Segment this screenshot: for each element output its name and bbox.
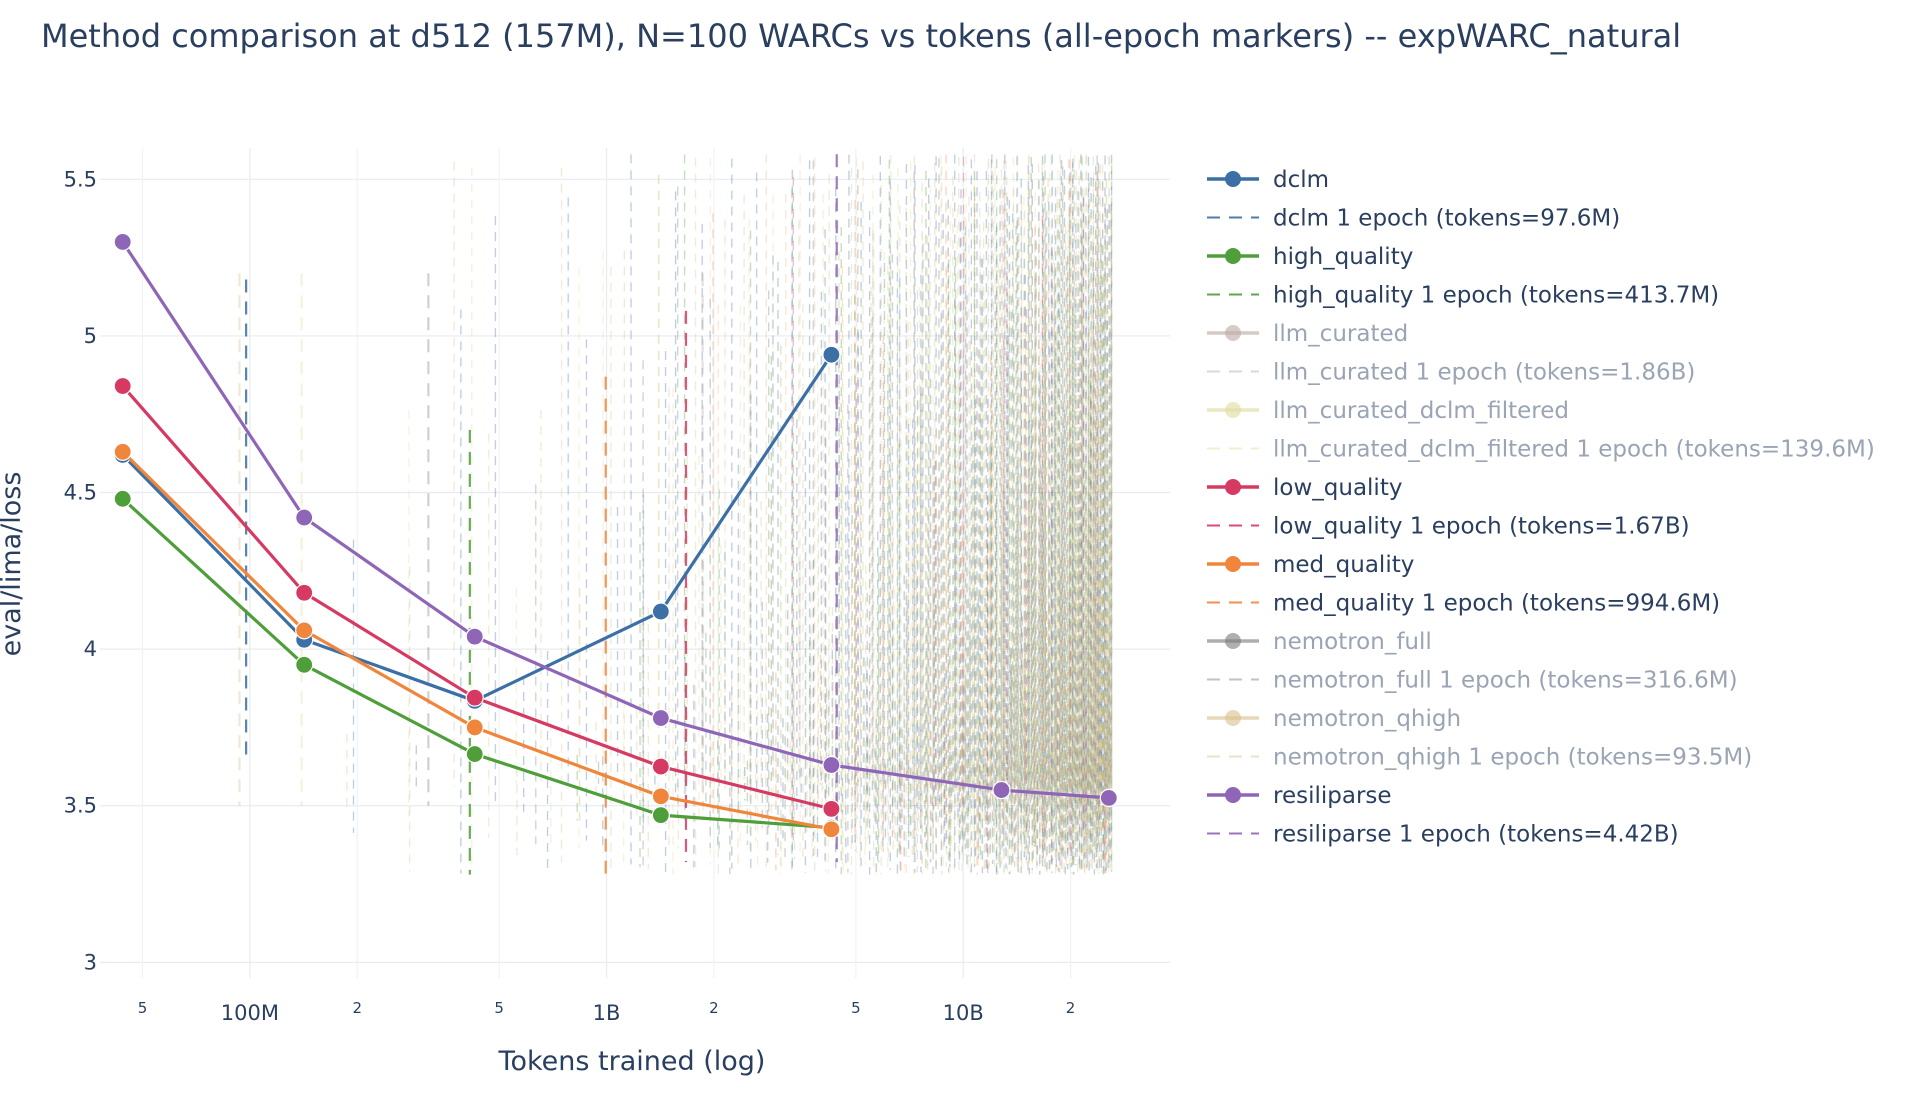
legend-label: low_quality 1 epoch (tokens=1.67B) (1273, 514, 1690, 540)
data-point-dclm[interactable] (822, 345, 841, 364)
data-point-resiliparse[interactable] (1099, 788, 1118, 808)
legend-item-resiliparse[interactable]: resiliparse (1207, 783, 1392, 809)
data-point-med_quality[interactable] (295, 621, 314, 640)
legend-label: med_quality (1273, 552, 1414, 578)
legend-label: llm_curated_dclm_filtered (1273, 398, 1569, 424)
legend-item-low_quality[interactable]: low_quality (1207, 475, 1402, 501)
legend-item-epoch-med_quality[interactable]: med_quality 1 epoch (tokens=994.6M) (1207, 591, 1720, 617)
legend-label: llm_curated (1273, 321, 1408, 347)
x-axis-title: Tokens trained (log) (498, 1046, 766, 1077)
x-tick-label: 2 (709, 999, 719, 1017)
legend-item-epoch-dclm[interactable]: dclm 1 epoch (tokens=97.6M) (1207, 206, 1620, 232)
legend-label: high_quality 1 epoch (tokens=413.7M) (1273, 283, 1719, 309)
legend-item-epoch-llm_curated[interactable]: llm_curated 1 epoch (tokens=1.86B) (1207, 360, 1695, 386)
data-point-med_quality[interactable] (822, 820, 841, 839)
legend-label: nemotron_qhigh 1 epoch (tokens=93.5M) (1273, 745, 1752, 771)
x-tick-label: 5 (138, 999, 148, 1017)
legend-label: nemotron_qhigh (1273, 706, 1461, 732)
legend-label: nemotron_full (1273, 629, 1432, 655)
epoch-markers (238, 154, 1113, 881)
data-point-med_quality[interactable] (651, 787, 670, 806)
grid (100, 148, 1170, 978)
data-point-dclm[interactable] (651, 602, 670, 621)
legend-label: llm_curated_dclm_filtered 1 epoch (token… (1273, 437, 1875, 463)
legend-item-epoch-high_quality[interactable]: high_quality 1 epoch (tokens=413.7M) (1207, 283, 1719, 309)
data-point-resiliparse[interactable] (992, 780, 1011, 800)
legend[interactable]: dclm dclm 1 epoch (tokens=97.6M) high_qual… (1207, 167, 1875, 848)
legend-item-epoch-resiliparse[interactable]: resiliparse 1 epoch (tokens=4.42B) (1207, 822, 1679, 848)
legend-label: nemotron_full 1 epoch (tokens=316.6M) (1273, 668, 1738, 694)
data-point-resiliparse[interactable] (651, 708, 670, 728)
x-tick-label: 1B (593, 1001, 621, 1025)
chart-title: Method comparison at d512 (157M), N=100 … (41, 17, 1681, 55)
legend-label: high_quality (1273, 244, 1413, 270)
y-axis-title: eval/lima/loss (0, 472, 27, 657)
legend-item-high_quality[interactable]: high_quality (1207, 244, 1413, 270)
legend-item-epoch-nemotron_qhigh[interactable]: nemotron_qhigh 1 epoch (tokens=93.5M) (1207, 745, 1752, 771)
y-axis-ticks: 3 3.5 4 4.5 5 5.5 (64, 167, 97, 974)
legend-item-nemotron_qhigh[interactable]: nemotron_qhigh (1207, 706, 1461, 732)
data-point-high_quality[interactable] (651, 806, 670, 825)
x-tick-label: 2 (1066, 999, 1076, 1017)
legend-item-epoch-low_quality[interactable]: low_quality 1 epoch (tokens=1.67B) (1207, 514, 1690, 540)
data-point-med_quality[interactable] (113, 442, 132, 461)
data-point-resiliparse[interactable] (113, 232, 132, 252)
legend-label: dclm (1273, 167, 1329, 193)
legend-item-med_quality[interactable]: med_quality (1207, 552, 1414, 578)
legend-item-llm_curated_dclm_filtered[interactable]: llm_curated_dclm_filtered (1207, 398, 1569, 424)
legend-item-dclm[interactable]: dclm (1207, 167, 1329, 193)
data-point-resiliparse[interactable] (465, 627, 484, 646)
x-tick-label: 10B (943, 1001, 984, 1025)
y-tick-label: 4 (84, 637, 97, 661)
x-tick-label: 2 (352, 999, 362, 1017)
data-point-resiliparse[interactable] (822, 755, 841, 775)
legend-label: med_quality 1 epoch (tokens=994.6M) (1273, 591, 1720, 617)
data-point-low_quality[interactable] (113, 376, 132, 396)
data-point-low_quality[interactable] (295, 583, 314, 602)
legend-label: dclm 1 epoch (tokens=97.6M) (1273, 206, 1620, 232)
data-point-resiliparse[interactable] (295, 508, 314, 527)
legend-item-epoch-nemotron_full[interactable]: nemotron_full 1 epoch (tokens=316.6M) (1207, 668, 1738, 694)
x-tick-label: 5 (494, 999, 504, 1017)
legend-item-epoch-llm_curated_dclm_filtered[interactable]: llm_curated_dclm_filtered 1 epoch (token… (1207, 437, 1875, 463)
x-tick-label: 5 (851, 999, 861, 1017)
y-tick-label: 3.5 (64, 794, 97, 818)
data-point-high_quality[interactable] (295, 655, 314, 674)
y-tick-label: 5 (84, 324, 97, 348)
legend-item-nemotron_full[interactable]: nemotron_full (1207, 629, 1432, 655)
legend-label: low_quality (1273, 475, 1402, 501)
y-tick-label: 4.5 (64, 481, 97, 505)
y-tick-label: 3 (84, 950, 97, 974)
x-tick-label: 100M (221, 1001, 279, 1025)
data-point-low_quality[interactable] (822, 799, 841, 818)
data-point-med_quality[interactable] (465, 718, 484, 737)
data-point-low_quality[interactable] (465, 688, 484, 707)
legend-label: resiliparse 1 epoch (tokens=4.42B) (1273, 822, 1679, 848)
legend-label: llm_curated 1 epoch (tokens=1.86B) (1273, 360, 1695, 386)
data-point-high_quality[interactable] (465, 744, 484, 764)
x-axis-ticks: 5 100M 2 5 1B 2 5 10B 2 (138, 999, 1076, 1025)
legend-label: resiliparse (1273, 783, 1392, 809)
legend-item-llm_curated[interactable]: llm_curated (1207, 321, 1408, 347)
y-tick-label: 5.5 (64, 167, 97, 191)
series-lines (113, 232, 1118, 839)
data-point-low_quality[interactable] (651, 757, 670, 776)
data-point-high_quality[interactable] (113, 489, 132, 508)
